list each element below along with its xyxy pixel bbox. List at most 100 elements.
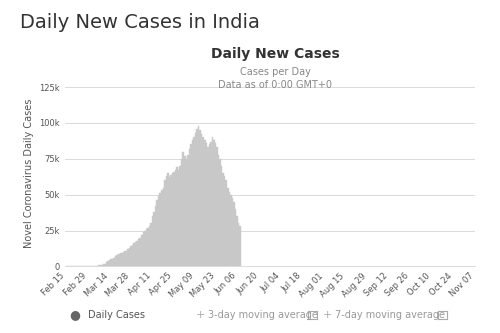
Bar	[193, 137, 195, 266]
Bar	[240, 226, 241, 266]
Bar	[127, 249, 128, 266]
Bar	[152, 216, 154, 266]
Bar	[100, 265, 101, 266]
Bar	[170, 174, 172, 266]
Bar	[207, 147, 208, 266]
Bar	[109, 260, 110, 266]
Bar	[106, 262, 107, 266]
Bar	[224, 176, 226, 266]
Bar	[208, 145, 210, 266]
Bar	[161, 190, 162, 266]
Text: Daily New Cases in India: Daily New Cases in India	[20, 13, 260, 32]
Text: ●: ●	[70, 308, 80, 321]
Bar	[180, 166, 181, 266]
Bar	[186, 159, 187, 266]
Bar	[135, 242, 136, 266]
Bar	[126, 251, 127, 266]
Bar	[206, 143, 207, 266]
Bar	[200, 130, 201, 266]
Bar	[166, 176, 167, 266]
Text: +: +	[323, 310, 332, 320]
Bar	[195, 133, 196, 266]
Bar	[222, 173, 224, 266]
Bar	[122, 252, 124, 266]
Bar	[156, 200, 158, 266]
Bar	[221, 166, 222, 266]
Bar	[202, 137, 204, 266]
Bar	[213, 140, 214, 266]
Bar	[210, 142, 212, 266]
Bar	[187, 155, 188, 266]
Bar	[230, 195, 232, 266]
Bar	[107, 261, 109, 266]
Bar	[227, 187, 228, 266]
Text: Daily Cases: Daily Cases	[88, 310, 144, 320]
Bar	[212, 137, 213, 266]
Bar	[198, 126, 200, 266]
Bar	[201, 135, 202, 266]
Bar	[162, 187, 164, 266]
Bar	[190, 145, 192, 266]
Bar	[158, 196, 160, 266]
Text: 3-day moving average: 3-day moving average	[208, 310, 318, 320]
Bar	[147, 228, 148, 266]
Text: Cases per Day: Cases per Day	[240, 67, 310, 77]
Bar	[148, 226, 150, 266]
Bar	[214, 143, 216, 266]
Bar	[164, 180, 166, 266]
Bar	[155, 206, 156, 266]
Bar	[175, 170, 176, 266]
Bar	[233, 202, 234, 266]
Bar	[192, 140, 193, 266]
Bar	[178, 170, 180, 266]
Bar	[132, 245, 134, 266]
Bar	[115, 256, 116, 266]
Bar	[172, 173, 173, 266]
Bar	[128, 248, 130, 266]
Bar	[160, 193, 161, 266]
Bar	[238, 223, 240, 266]
Bar	[218, 155, 220, 266]
Bar	[121, 253, 122, 266]
Bar	[144, 230, 146, 266]
Bar	[176, 167, 178, 266]
Bar	[182, 152, 184, 266]
Bar	[110, 259, 112, 266]
Bar	[134, 243, 135, 266]
Bar	[124, 251, 126, 266]
Text: Daily New Cases: Daily New Cases	[210, 47, 340, 61]
Bar	[138, 239, 140, 266]
Bar	[150, 223, 152, 266]
Y-axis label: Novel Coronavirus Daily Cases: Novel Coronavirus Daily Cases	[24, 99, 34, 248]
Text: Data as of 0:00 GMT+0: Data as of 0:00 GMT+0	[218, 80, 332, 90]
Bar	[184, 156, 186, 266]
Bar	[114, 257, 115, 266]
Bar	[154, 212, 155, 266]
Bar	[101, 265, 102, 266]
Bar	[142, 232, 144, 266]
Text: 7-day moving average: 7-day moving average	[335, 310, 445, 320]
Bar	[116, 255, 118, 266]
Bar	[98, 265, 100, 266]
Bar	[174, 172, 175, 266]
Bar	[228, 192, 230, 266]
Bar	[146, 229, 147, 266]
Bar	[118, 254, 120, 266]
Bar	[188, 149, 190, 266]
Bar	[220, 159, 221, 266]
Bar	[226, 180, 227, 266]
Bar	[168, 177, 170, 266]
Bar	[196, 129, 198, 266]
Bar	[104, 263, 106, 266]
Bar	[141, 235, 142, 266]
Bar	[167, 173, 168, 266]
Bar	[216, 147, 218, 266]
Bar	[204, 140, 206, 266]
Bar	[120, 253, 121, 266]
Bar	[102, 264, 104, 266]
Bar	[236, 216, 238, 266]
Bar	[112, 258, 114, 266]
Bar	[234, 209, 236, 266]
Bar	[136, 240, 138, 266]
Bar	[140, 238, 141, 266]
